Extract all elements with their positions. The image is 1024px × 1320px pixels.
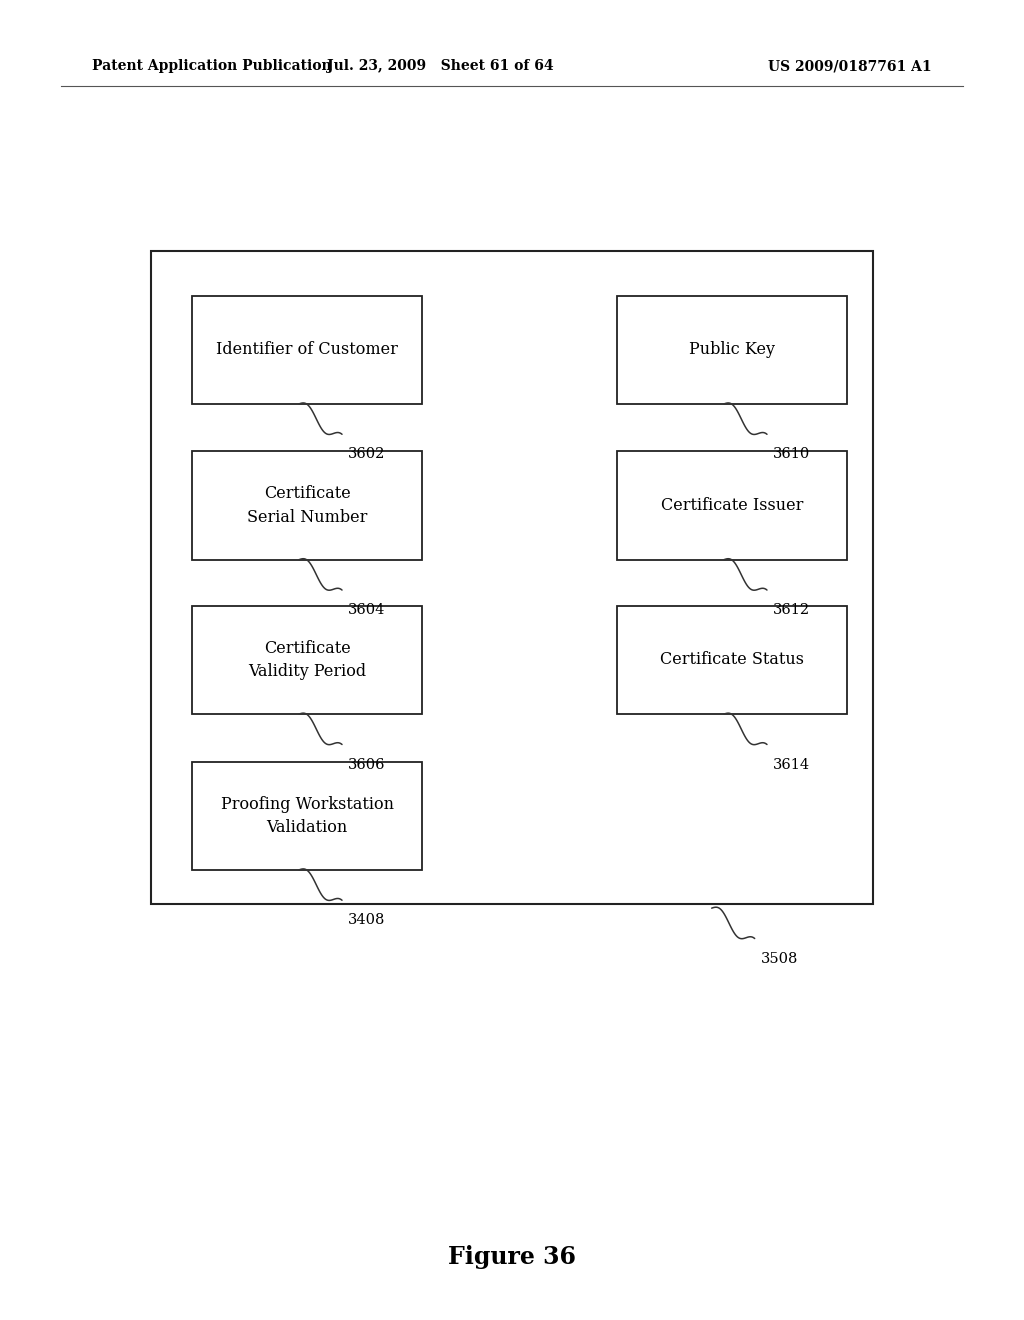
Text: Certificate
Validity Period: Certificate Validity Period	[248, 640, 367, 680]
Bar	[193, 296, 422, 404]
Text: Figure 36: Figure 36	[449, 1245, 575, 1269]
Text: 3610: 3610	[773, 447, 810, 462]
Text: 3612: 3612	[773, 603, 810, 618]
Bar	[193, 762, 422, 870]
Text: 3602: 3602	[348, 447, 385, 462]
Bar	[616, 606, 847, 714]
Text: 3606: 3606	[348, 758, 386, 772]
Text: Certificate Status: Certificate Status	[660, 652, 804, 668]
Text: Proofing Workstation
Validation: Proofing Workstation Validation	[221, 796, 393, 836]
Bar	[616, 451, 847, 560]
Text: Jul. 23, 2009   Sheet 61 of 64: Jul. 23, 2009 Sheet 61 of 64	[327, 59, 554, 73]
Text: Certificate
Serial Number: Certificate Serial Number	[247, 486, 368, 525]
Bar	[193, 451, 422, 560]
Text: US 2009/0187761 A1: US 2009/0187761 A1	[768, 59, 932, 73]
Text: 3614: 3614	[773, 758, 810, 772]
Text: 3408: 3408	[348, 913, 385, 928]
Text: 3508: 3508	[761, 952, 798, 966]
Text: Certificate Issuer: Certificate Issuer	[660, 498, 804, 513]
Bar	[616, 296, 847, 404]
Text: Identifier of Customer: Identifier of Customer	[216, 342, 398, 358]
Bar	[151, 251, 873, 904]
Text: Patent Application Publication: Patent Application Publication	[92, 59, 332, 73]
Text: 3604: 3604	[348, 603, 385, 618]
Text: Public Key: Public Key	[689, 342, 775, 358]
Bar	[193, 606, 422, 714]
